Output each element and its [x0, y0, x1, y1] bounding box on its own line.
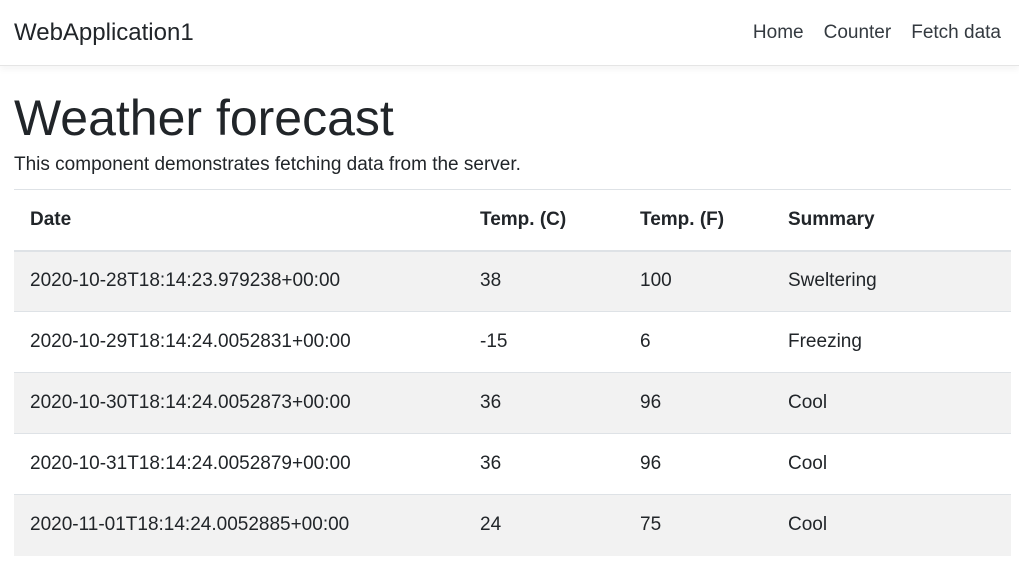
cell-temp-f: 6: [624, 311, 772, 373]
forecast-table: Date Temp. (C) Temp. (F) Summary 2020-10…: [14, 189, 1011, 556]
cell-summary: Cool: [772, 494, 1011, 556]
header-summary: Summary: [772, 189, 1011, 252]
cell-temp-c: -15: [464, 311, 624, 373]
nav-link-home[interactable]: Home: [752, 21, 804, 43]
brand-link[interactable]: WebApplication1: [14, 18, 194, 46]
cell-summary: Sweltering: [772, 250, 1011, 312]
header-temp-c: Temp. (C): [464, 189, 624, 252]
cell-date: 2020-10-31T18:14:24.0052879+00:00: [14, 433, 464, 495]
table-row: 2020-11-01T18:14:24.0052885+00:00 24 75 …: [14, 494, 1011, 556]
cell-temp-c: 38: [464, 250, 624, 312]
cell-temp-f: 96: [624, 433, 772, 495]
cell-date: 2020-11-01T18:14:24.0052885+00:00: [14, 494, 464, 556]
table-header-row: Date Temp. (C) Temp. (F) Summary: [14, 189, 1011, 252]
cell-temp-c: 24: [464, 494, 624, 556]
cell-date: 2020-10-29T18:14:24.0052831+00:00: [14, 311, 464, 373]
nav-link-fetch-data[interactable]: Fetch data: [911, 21, 1001, 43]
cell-temp-c: 36: [464, 372, 624, 434]
cell-date: 2020-10-28T18:14:23.979238+00:00: [14, 250, 464, 312]
cell-summary: Freezing: [772, 311, 1011, 373]
cell-temp-f: 96: [624, 372, 772, 434]
table-row: 2020-10-31T18:14:24.0052879+00:00 36 96 …: [14, 433, 1011, 495]
page-description: This component demonstrates fetching dat…: [14, 154, 521, 175]
cell-temp-c: 36: [464, 433, 624, 495]
header-date: Date: [14, 189, 464, 252]
header-temp-f: Temp. (F): [624, 189, 772, 252]
cell-summary: Cool: [772, 372, 1011, 434]
nav-links: Home Counter Fetch data: [753, 22, 1001, 44]
table-row: 2020-10-29T18:14:24.0052831+00:00 -15 6 …: [14, 311, 1011, 373]
page-title: Weather forecast: [14, 90, 394, 146]
cell-summary: Cool: [772, 433, 1011, 495]
cell-date: 2020-10-30T18:14:24.0052873+00:00: [14, 372, 464, 434]
top-navbar: WebApplication1 Home Counter Fetch data: [0, 0, 1019, 66]
cell-temp-f: 75: [624, 494, 772, 556]
nav-link-counter[interactable]: Counter: [823, 21, 892, 43]
table-row: 2020-10-28T18:14:23.979238+00:00 38 100 …: [14, 250, 1011, 312]
main-content: Weather forecast This component demonstr…: [0, 88, 1019, 556]
cell-temp-f: 100: [624, 250, 772, 312]
table-row: 2020-10-30T18:14:24.0052873+00:00 36 96 …: [14, 372, 1011, 434]
